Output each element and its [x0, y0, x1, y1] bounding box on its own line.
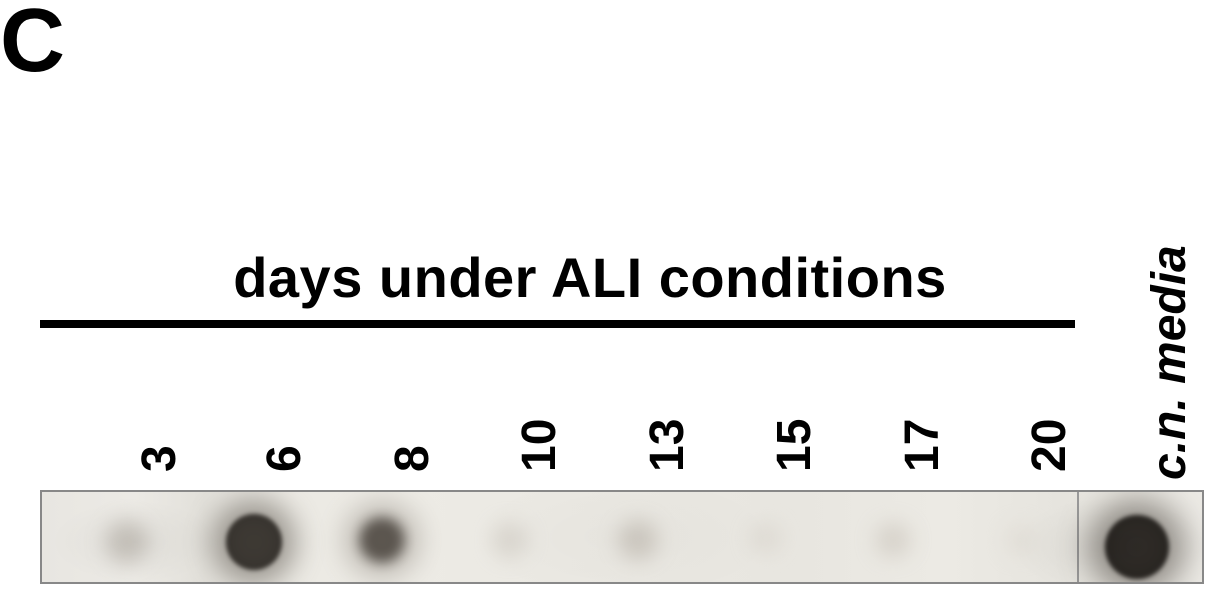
lane-label-3: 3 [132, 445, 187, 472]
group-title: days under ALI conditions [233, 246, 947, 309]
blot-dot [1089, 499, 1185, 584]
lane-divider [1077, 492, 1079, 582]
blot-dot [346, 504, 418, 576]
lane-label-13: 13 [640, 419, 695, 472]
blot-dot [1004, 524, 1036, 556]
blot-dot [618, 520, 658, 560]
lane-label-20: 20 [1022, 419, 1077, 472]
blot-dot [212, 500, 296, 584]
lane-label-17: 17 [895, 419, 950, 472]
lane-label-6: 6 [257, 445, 312, 472]
dot-blot-strip [40, 490, 1204, 584]
group-rule [40, 320, 1075, 328]
group-title-wrap: days under ALI conditions [120, 245, 1060, 310]
panel-label: C [0, 0, 63, 93]
control-label: c.n. media [1142, 245, 1197, 480]
blot-dot [105, 520, 149, 564]
lane-label-8: 8 [385, 445, 440, 472]
lane-label-15: 15 [767, 419, 822, 472]
lane-label-10: 10 [512, 419, 567, 472]
blot-dot [750, 522, 782, 554]
blot-dot [875, 522, 911, 558]
blot-dot [492, 522, 528, 558]
